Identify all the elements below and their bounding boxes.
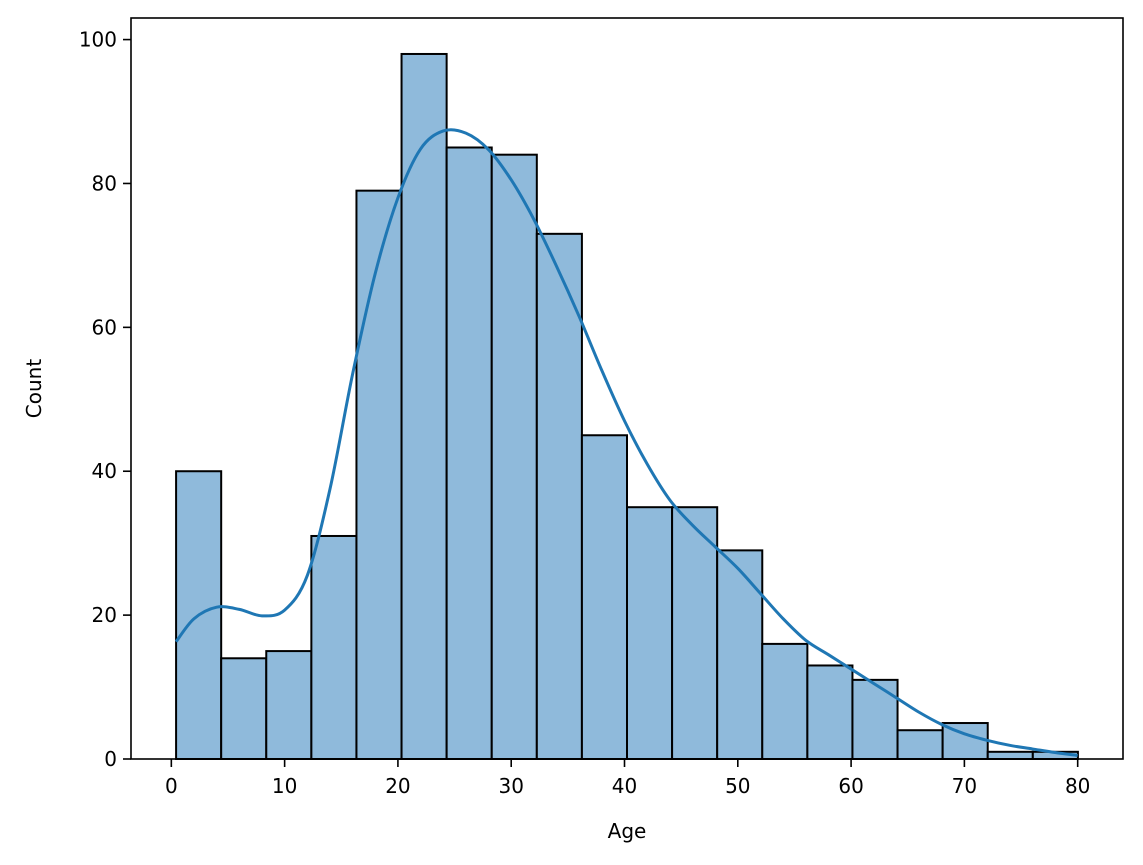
histogram-bar	[400, 52, 448, 760]
histogram-bar	[896, 729, 944, 761]
histogram-bar	[445, 146, 493, 761]
x-tick-label: 20	[385, 774, 410, 798]
histogram-bar	[580, 434, 629, 760]
y-tick-label: 100	[79, 28, 117, 52]
x-tick-label: 0	[165, 774, 178, 798]
histogram-bar	[761, 642, 809, 760]
histogram-bar	[355, 189, 403, 760]
x-tick-label: 40	[612, 774, 637, 798]
x-axis-label: Age	[608, 819, 647, 843]
y-axis-label: Count	[22, 359, 46, 419]
histogram-bar	[535, 232, 583, 760]
plot-frame	[130, 17, 1124, 760]
x-tick-label: 60	[838, 774, 863, 798]
x-tick-label: 50	[725, 774, 750, 798]
histogram-bar	[220, 657, 268, 760]
y-tick-label: 20	[92, 603, 117, 627]
histogram-bar	[671, 506, 719, 760]
histogram-bar	[310, 534, 358, 761]
x-axis-ticks: 0 10 20 30 40 50 60 70 80	[165, 759, 1090, 798]
x-tick-label: 80	[1065, 774, 1090, 798]
x-tick-label: 30	[498, 774, 523, 798]
x-tick-label: 10	[272, 774, 297, 798]
histogram-bar	[265, 650, 313, 761]
y-tick-label: 60	[92, 315, 117, 339]
kde-line	[174, 128, 1078, 757]
histogram-bar	[806, 664, 854, 760]
histogram-bars	[175, 52, 1079, 761]
y-tick-label: 80	[92, 171, 117, 195]
histogram-bar	[490, 153, 538, 760]
y-tick-label: 40	[92, 459, 117, 483]
histogram-bar	[716, 549, 764, 761]
histogram-bar	[986, 750, 1034, 761]
histogram-bar	[626, 506, 674, 760]
histogram-bar	[851, 678, 899, 760]
y-axis-ticks: 0 20 40 60 80 100	[79, 28, 131, 771]
y-tick-label: 0	[104, 747, 117, 771]
x-tick-label: 70	[952, 774, 977, 798]
